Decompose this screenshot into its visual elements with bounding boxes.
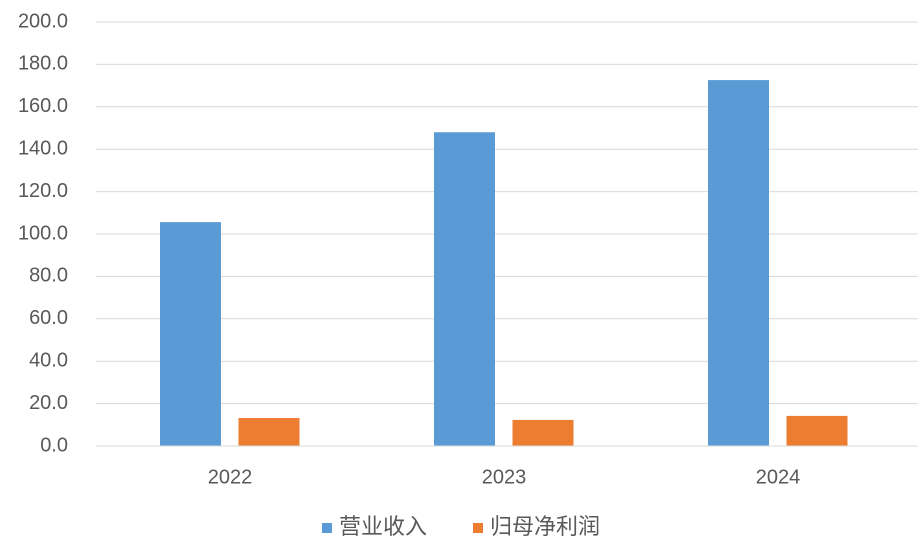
- bar: [160, 222, 221, 446]
- y-tick-label: 100.0: [18, 222, 68, 244]
- y-tick-label: 140.0: [18, 137, 68, 159]
- legend-swatch: [473, 523, 483, 533]
- y-tick-label: 200.0: [18, 10, 68, 32]
- x-tick-label: 2024: [756, 466, 801, 488]
- legend-label: 归母净利润: [490, 514, 600, 539]
- y-tick-label: 0.0: [40, 434, 68, 456]
- y-tick-label: 60.0: [29, 307, 68, 329]
- bar: [708, 80, 769, 446]
- y-tick-label: 80.0: [29, 265, 68, 287]
- y-tick-label: 40.0: [29, 349, 68, 371]
- bar: [238, 418, 300, 446]
- x-tick-label: 2022: [208, 466, 253, 488]
- legend-swatch: [322, 523, 332, 533]
- bar: [434, 132, 495, 447]
- y-tick-label: 160.0: [18, 95, 68, 117]
- legend-label: 营业收入: [339, 514, 427, 539]
- y-tick-label: 20.0: [29, 392, 68, 414]
- bar: [786, 415, 848, 446]
- y-tick-label: 180.0: [18, 53, 68, 75]
- y-tick-label: 120.0: [18, 180, 68, 202]
- x-tick-label: 2023: [482, 466, 527, 488]
- bar: [512, 419, 574, 446]
